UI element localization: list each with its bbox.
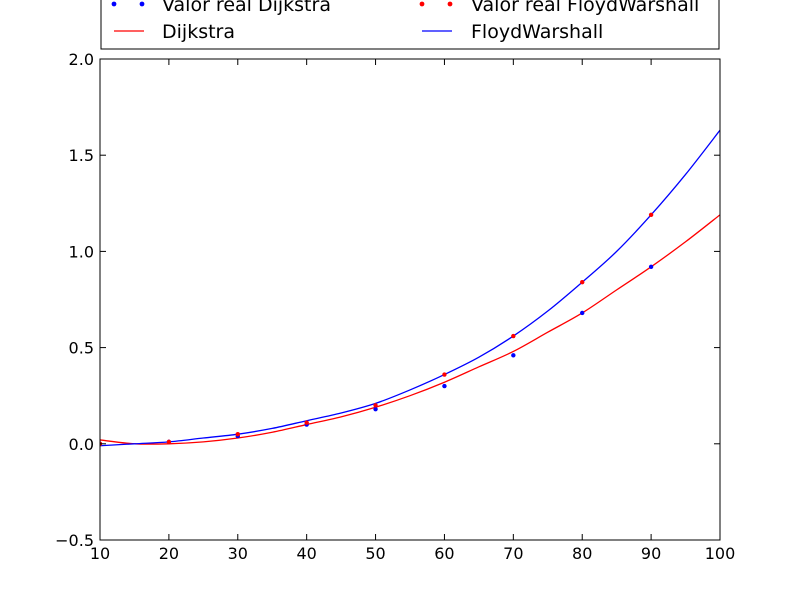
x-tick-label: 60: [434, 544, 454, 563]
y-tick-label: 0.5: [69, 339, 94, 358]
legend-marker-valor-real-floydwarshall: [447, 1, 453, 7]
data-point-valor-real-dijkstra: [580, 310, 585, 316]
legend-marker-valor-real-floydwarshall: [419, 1, 425, 7]
data-point-valor-real-floydwarshall: [373, 403, 378, 408]
y-tick-label: 2.0: [69, 50, 94, 69]
x-tick-label: 80: [572, 544, 592, 563]
x-tick-label: 100: [705, 544, 736, 563]
data-point-valor-real-floydwarshall: [580, 279, 585, 285]
data-point-valor-real-floydwarshall: [648, 212, 654, 218]
legend-marker-valor-real-dijkstra: [111, 1, 117, 7]
x-tick-label: 70: [503, 544, 523, 563]
legend-label-floydwarshall: FloydWarshall: [471, 21, 603, 43]
y-tick-label: 0.0: [69, 435, 94, 454]
x-tick-label: 20: [159, 544, 179, 563]
axes-layer: 10 20 30 40 50 60 70 80 90 100 −0.5 0.0 0.5 1.0 1.5 2.0: [55, 50, 735, 563]
legend-label-valor-real-floydwarshall: Valor real FloydWarshall: [471, 0, 699, 16]
x-tick-label: 90: [641, 544, 661, 563]
y-tick-label: −0.5: [55, 531, 94, 550]
x-tick-label: 30: [228, 544, 248, 563]
data-point-valor-real-dijkstra: [442, 383, 447, 389]
data-point-valor-real-floydwarshall: [511, 333, 516, 339]
y-tick-label: 1.5: [69, 146, 94, 165]
x-tick-label: 50: [365, 544, 385, 563]
legend: Valor real Dijkstra Valor real FloydWarsh…: [100, 0, 720, 50]
data-point-valor-real-dijkstra: [648, 264, 654, 269]
legend-label-dijkstra: Dijkstra: [162, 21, 235, 43]
x-tick-label: 40: [296, 544, 316, 563]
data-point-valor-real-dijkstra: [373, 406, 378, 412]
data-point-valor-real-dijkstra: [511, 353, 516, 358]
plot-frame: [99, 58, 721, 541]
y-tick-label: 1.0: [69, 242, 94, 261]
legend-box: [100, 0, 720, 50]
data-point-valor-real-floydwarshall: [235, 431, 240, 437]
series-line-floydwarshall: [100, 129, 720, 447]
data-point-valor-real-floydwarshall: [166, 439, 172, 445]
data-point-valor-real-floydwarshall: [304, 420, 309, 425]
x-tick-label: 10: [90, 544, 110, 563]
legend-marker-valor-real-dijkstra: [139, 1, 145, 7]
legend-label-valor-real-dijkstra: Valor real Dijkstra: [162, 0, 331, 16]
series-line-dijkstra: [100, 214, 720, 445]
series-layer: [100, 129, 720, 447]
data-point-valor-real-floydwarshall: [442, 372, 447, 377]
